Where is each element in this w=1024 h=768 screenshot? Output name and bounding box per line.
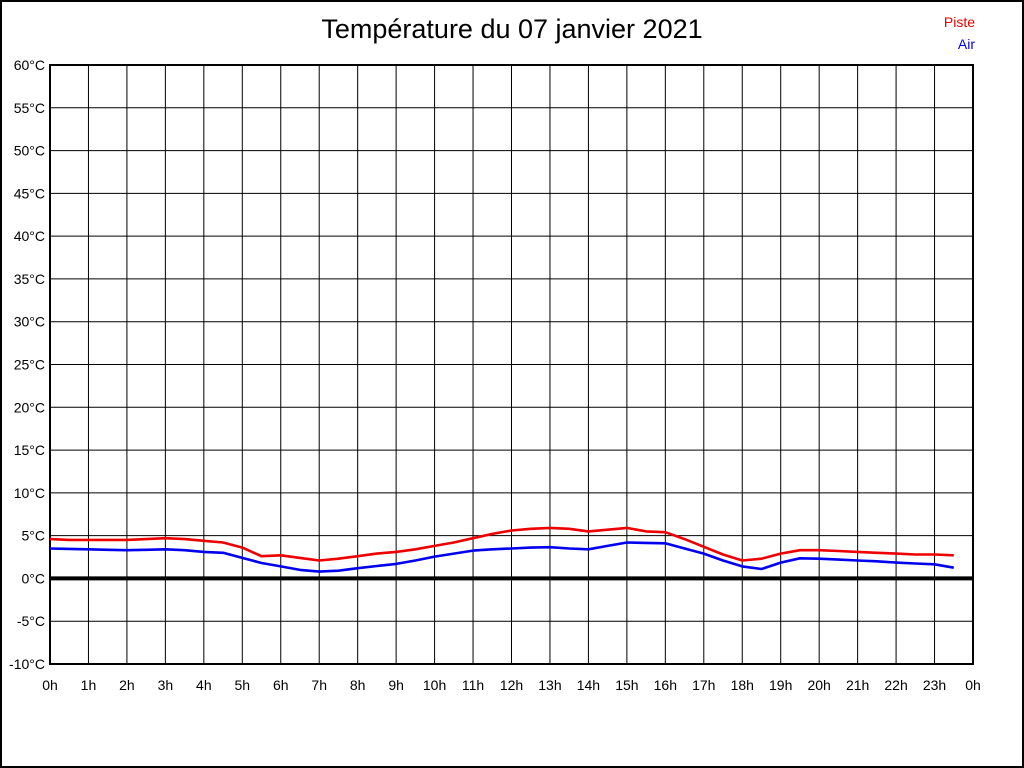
x-tick-label: 11h xyxy=(462,677,484,693)
y-tick-label: 55°C xyxy=(14,100,45,116)
x-tick-label: 20h xyxy=(807,677,830,693)
x-tick-label: 17h xyxy=(692,677,715,693)
x-tick-label: 16h xyxy=(654,677,677,693)
x-tick-label: 2h xyxy=(119,677,135,693)
x-tick-label: 18h xyxy=(731,677,754,693)
x-tick-label: 10h xyxy=(423,677,446,693)
series-line-air xyxy=(49,541,955,573)
y-tick-label: -5°C xyxy=(17,613,45,629)
x-tick-label: 3h xyxy=(158,677,174,693)
y-tick-label: 40°C xyxy=(14,228,45,244)
plot-border xyxy=(49,64,974,665)
y-tick-label: 5°C xyxy=(22,528,46,544)
x-tick-label: 23h xyxy=(923,677,946,693)
y-tick-label: 50°C xyxy=(14,143,45,159)
x-tick-label: 13h xyxy=(538,677,561,693)
x-tick-label: 1h xyxy=(81,677,97,693)
x-tick-label: 15h xyxy=(615,677,638,693)
x-tick-label: 8h xyxy=(350,677,366,693)
x-tick-label: 14h xyxy=(577,677,600,693)
x-tick-label: 19h xyxy=(769,677,792,693)
y-tick-label: 15°C xyxy=(14,442,45,458)
x-tick-label: 0h xyxy=(42,677,58,693)
x-tick-label: 21h xyxy=(846,677,869,693)
chart-title: Température du 07 janvier 2021 xyxy=(321,14,703,44)
x-tick-label: 0h xyxy=(965,677,981,693)
x-tick-label: 4h xyxy=(196,677,212,693)
legend-item-air: Air xyxy=(957,36,975,52)
y-tick-label: 0°C xyxy=(22,570,46,586)
y-tick-label: 30°C xyxy=(14,314,45,330)
y-tick-label: -10°C xyxy=(9,656,45,672)
y-tick-label: 45°C xyxy=(14,185,45,201)
series-line-piste xyxy=(49,526,954,562)
y-tick-label: 25°C xyxy=(14,357,45,373)
legend-item-piste: Piste xyxy=(943,14,975,30)
x-tick-label: 9h xyxy=(388,677,404,693)
x-tick-label: 7h xyxy=(311,677,327,693)
y-tick-label: 60°C xyxy=(14,57,45,73)
x-tick-label: 6h xyxy=(273,677,289,693)
x-tick-label: 12h xyxy=(500,677,523,693)
chart-legend: Piste Air xyxy=(944,11,975,55)
y-tick-label: 10°C xyxy=(14,485,45,501)
y-tick-label: 35°C xyxy=(14,271,45,287)
y-tick-label: 20°C xyxy=(14,399,45,415)
x-tick-label: 22h xyxy=(884,677,907,693)
x-tick-label: 5h xyxy=(235,677,251,693)
